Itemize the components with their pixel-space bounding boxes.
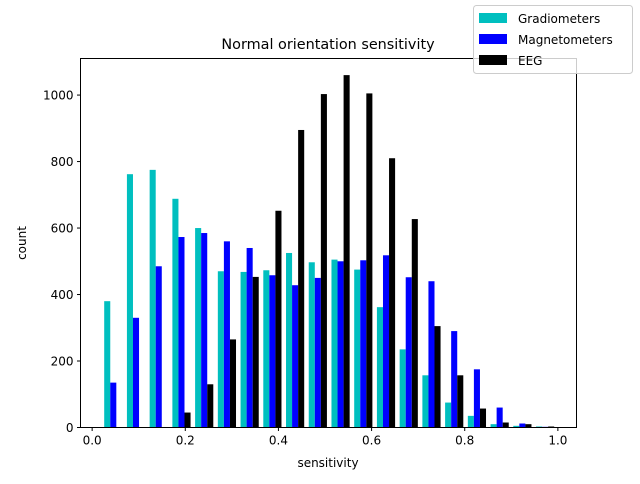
bar-gradiometers-17 [490, 424, 497, 428]
bar-gradiometers-7 [263, 270, 270, 428]
y-tick-label: 800 [51, 155, 74, 169]
bar-gradiometers-15 [445, 402, 452, 428]
bar-magnetometers-12 [382, 255, 390, 428]
bar-eeg-17 [502, 422, 509, 428]
bar-eeg-13 [411, 219, 418, 428]
x-tick-label: 0.0 [83, 434, 102, 448]
bar-eeg-8 [298, 129, 305, 428]
bar-magnetometers-5 [223, 241, 230, 428]
bar-gradiometers-1 [126, 174, 133, 428]
bar-eeg-4 [207, 384, 214, 428]
legend-swatch-gradiometers [479, 13, 507, 23]
bar-magnetometers-18 [519, 423, 526, 428]
chart-title: Normal orientation sensitivity [221, 37, 435, 53]
bar-magnetometers-11 [360, 260, 367, 428]
bar-gradiometers-4 [195, 228, 202, 428]
bar-eeg-16 [479, 408, 487, 428]
bar-gradiometers-0 [104, 301, 111, 428]
legend-frame [473, 5, 633, 74]
bar-eeg-6 [252, 276, 259, 428]
bar-gradiometers-18 [513, 425, 520, 428]
x-tick-label: 0.8 [455, 434, 474, 448]
bar-gradiometers-16 [467, 415, 474, 428]
bar-magnetometers-13 [405, 277, 412, 428]
bars-group [104, 75, 555, 428]
bar-eeg-18 [525, 424, 532, 428]
bar-magnetometers-4 [201, 233, 208, 428]
bar-magnetometers-9 [314, 277, 321, 428]
bar-eeg-7 [275, 210, 282, 428]
x-tick-label: 1.0 [548, 434, 567, 448]
bar-gradiometers-8 [286, 252, 293, 428]
bar-gradiometers-9 [308, 262, 315, 428]
bar-magnetometers-14 [428, 281, 435, 428]
bar-eeg-5 [229, 339, 237, 428]
legend-swatch-eeg [479, 55, 507, 65]
bar-magnetometers-15 [451, 331, 458, 428]
y-tick-label: 200 [51, 355, 74, 369]
bar-eeg-12 [389, 158, 396, 428]
bar-eeg-15 [457, 375, 464, 428]
bar-gradiometers-13 [399, 349, 406, 428]
bar-magnetometers-10 [337, 261, 344, 428]
legend-label-magnetometers: Magnetometers [518, 33, 613, 47]
bar-magnetometers-3 [178, 237, 185, 428]
y-tick-label: 400 [51, 288, 74, 302]
bar-gradiometers-10 [331, 259, 338, 428]
bar-magnetometers-8 [292, 285, 299, 428]
bar-eeg-10 [343, 75, 350, 428]
bar-gradiometers-3 [172, 198, 179, 428]
x-tick-label: 0.2 [176, 434, 195, 448]
y-ticks: 0 200 400 600 800 1000 [43, 89, 81, 435]
bar-magnetometers-17 [496, 407, 503, 428]
bar-gradiometers-12 [376, 307, 383, 428]
bar-eeg-11 [366, 93, 373, 428]
bar-magnetometers-16 [473, 369, 480, 428]
x-tick-label: 0.4 [269, 434, 288, 448]
bar-magnetometers-7 [269, 275, 276, 428]
legend-swatch-magnetometers [479, 34, 507, 44]
bar-gradiometers-5 [217, 271, 224, 428]
bar-gradiometers-14 [422, 375, 429, 428]
bar-magnetometers-2 [155, 266, 162, 428]
legend-label-gradiometers: Gradiometers [518, 12, 600, 26]
legend: Gradiometers Magnetometers EEG [473, 5, 633, 74]
x-axis-label: sensitivity [297, 456, 358, 470]
legend-label-eeg: EEG [518, 54, 542, 68]
bar-eeg-3 [184, 412, 191, 428]
bar-gradiometers-6 [240, 271, 247, 428]
x-tick-label: 0.6 [362, 434, 381, 448]
bar-eeg-14 [434, 326, 441, 428]
x-ticks: 0.0 0.2 0.4 0.6 0.8 1.0 [83, 427, 567, 448]
axes-frame [80, 58, 577, 428]
y-tick-label: 0 [66, 421, 74, 435]
bar-gradiometers-11 [354, 269, 361, 428]
bar-magnetometers-1 [132, 317, 140, 428]
bar-eeg-9 [320, 94, 327, 428]
bar-gradiometers-2 [149, 169, 156, 428]
y-axis-label: count [15, 226, 29, 260]
bar-magnetometers-0 [110, 382, 117, 428]
y-tick-label: 1000 [43, 89, 74, 103]
bar-magnetometers-6 [246, 247, 253, 428]
y-tick-label: 600 [51, 222, 74, 236]
